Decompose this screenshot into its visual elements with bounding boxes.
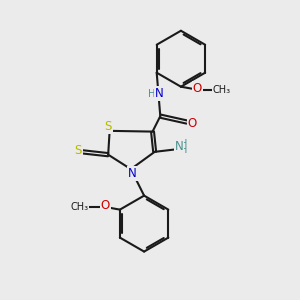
Text: S: S [74,144,82,157]
Text: H: H [148,89,155,99]
Text: H: H [179,146,187,155]
Text: H: H [179,139,187,148]
Text: O: O [188,117,197,130]
Text: N: N [128,167,137,180]
Text: O: O [100,199,110,212]
Text: S: S [104,120,112,133]
Text: O: O [193,82,202,95]
Text: CH₃: CH₃ [70,202,88,212]
Text: N: N [175,140,184,153]
Text: CH₃: CH₃ [212,85,231,94]
Text: N: N [155,87,164,100]
